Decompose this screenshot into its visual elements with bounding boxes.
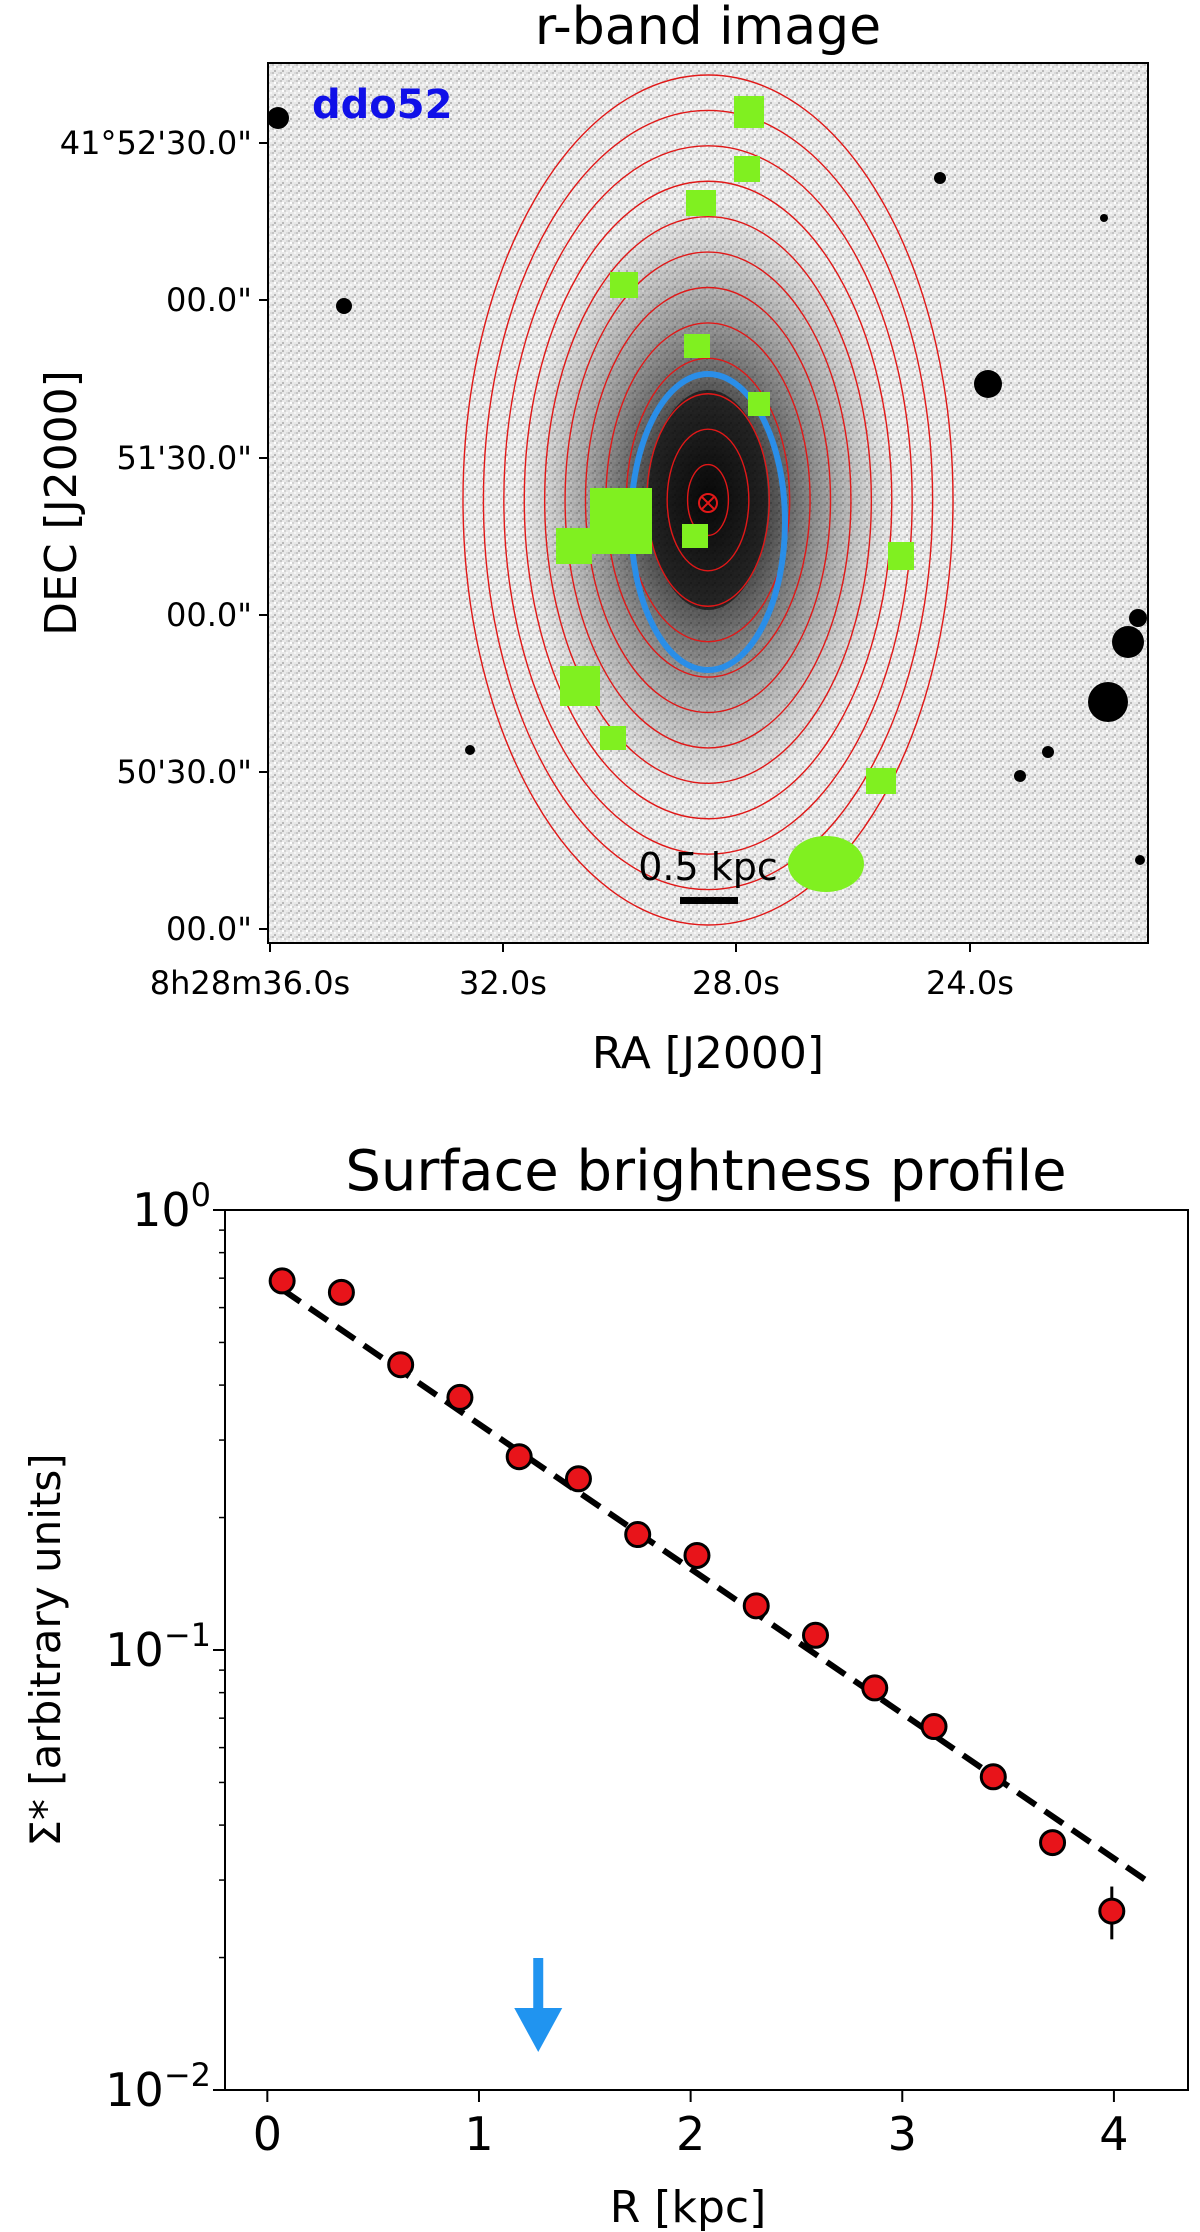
x-tick-label: 4 (1099, 2107, 1128, 2161)
isophote-ellipse (543, 215, 873, 785)
rband-xlabel: RA [J2000] (592, 1028, 824, 1079)
scale-length-arrow (514, 1958, 563, 2052)
background-stars (268, 107, 1147, 865)
x-tick-label: 0 (253, 2107, 282, 2161)
rband-image: ddo52 0.5 kpc (268, 63, 1148, 943)
data-point (505, 1443, 533, 1471)
rband-y-tick-label: 00.0" (166, 596, 252, 634)
arrow-head (514, 2008, 563, 2052)
x-tick-label: 1 (464, 2107, 493, 2161)
data-point (446, 1383, 474, 1411)
rband-x-tick-label: 24.0s (926, 964, 1014, 1002)
rband-y-tick-label: 00.0" (166, 910, 252, 948)
data-points (268, 1267, 1126, 1925)
rband-y-tick-label: 50'30.0" (117, 753, 252, 791)
fit-line-group (280, 1286, 1148, 1883)
isophote-ellipse (666, 428, 750, 572)
rband-y-tick-label: 00.0" (166, 281, 252, 319)
data-point (1098, 1897, 1126, 1925)
rband-frame (267, 62, 1149, 944)
rband-y-tick-label: 51'30.0" (117, 439, 252, 477)
profile-title: Surface brightness profile (345, 1139, 1066, 1204)
x-tick-label: 3 (888, 2107, 917, 2161)
data-point (801, 1621, 829, 1649)
data-point (861, 1674, 889, 1702)
mask-regions (556, 96, 914, 892)
rband-ylabel: DEC [J2000] (36, 370, 87, 636)
data-point (387, 1351, 415, 1379)
rband-x-ticks (269, 943, 971, 952)
arrow-shaft (533, 1958, 544, 2010)
rband-y-tick-label: 41°52'30.0" (60, 124, 252, 162)
y-tick-label: 10−2 (105, 2056, 211, 2117)
rband-y-tick-labels: 41°52'30.0" 00.0" 51'30.0" 00.0" 50'30.0… (60, 124, 252, 948)
isophote-ellipse (584, 286, 832, 714)
isophote-ellipse (503, 145, 913, 855)
data-point (683, 1541, 711, 1569)
profile-panel: Surface brightness profile 100 10−1 10−2 0… (21, 1139, 1189, 2232)
rband-panel: r-band image (36, 0, 1149, 1079)
isophote-ellipse (523, 180, 893, 820)
galaxy-label: ddo52 (312, 82, 452, 128)
data-point (1039, 1829, 1067, 1857)
rband-x-tick-labels: 8h28m36.0s 32.0s 28.0s 24.0s (150, 964, 1014, 1002)
x-tick-label: 2 (676, 2107, 705, 2161)
rband-title: r-band image (535, 0, 881, 57)
data-point (979, 1763, 1007, 1791)
profile-ylabel: Σ* [arbitrary units] (21, 1453, 70, 1846)
data-point (564, 1465, 592, 1493)
isophote-ellipse (564, 251, 852, 749)
fit-line (280, 1286, 1148, 1883)
y-tick-label: 100 (132, 1176, 211, 1237)
isophote-ellipse (482, 109, 934, 891)
data-point (268, 1267, 296, 1295)
profile-frame (224, 1209, 1189, 2091)
isophote-ellipse (462, 74, 954, 926)
profile-x-ticks: 0 1 2 3 4 (253, 2090, 1129, 2161)
y-tick-label: 10−1 (105, 1616, 211, 1677)
rband-x-tick-label: 8h28m36.0s (150, 964, 350, 1002)
center-marker (698, 493, 718, 513)
data-point (327, 1278, 355, 1306)
scale-bar-label: 0.5 kpc (638, 845, 778, 889)
profile-y-ticks: 100 10−1 10−2 (105, 1176, 225, 2117)
profile-xlabel: R [kpc] (610, 2182, 767, 2232)
data-point (742, 1592, 770, 1620)
rband-x-tick-label: 28.0s (692, 964, 780, 1002)
data-point (624, 1521, 652, 1549)
data-point (920, 1713, 948, 1741)
rband-y-ticks (259, 142, 268, 930)
scale-bar (680, 897, 738, 904)
rband-x-tick-label: 32.0s (459, 964, 547, 1002)
